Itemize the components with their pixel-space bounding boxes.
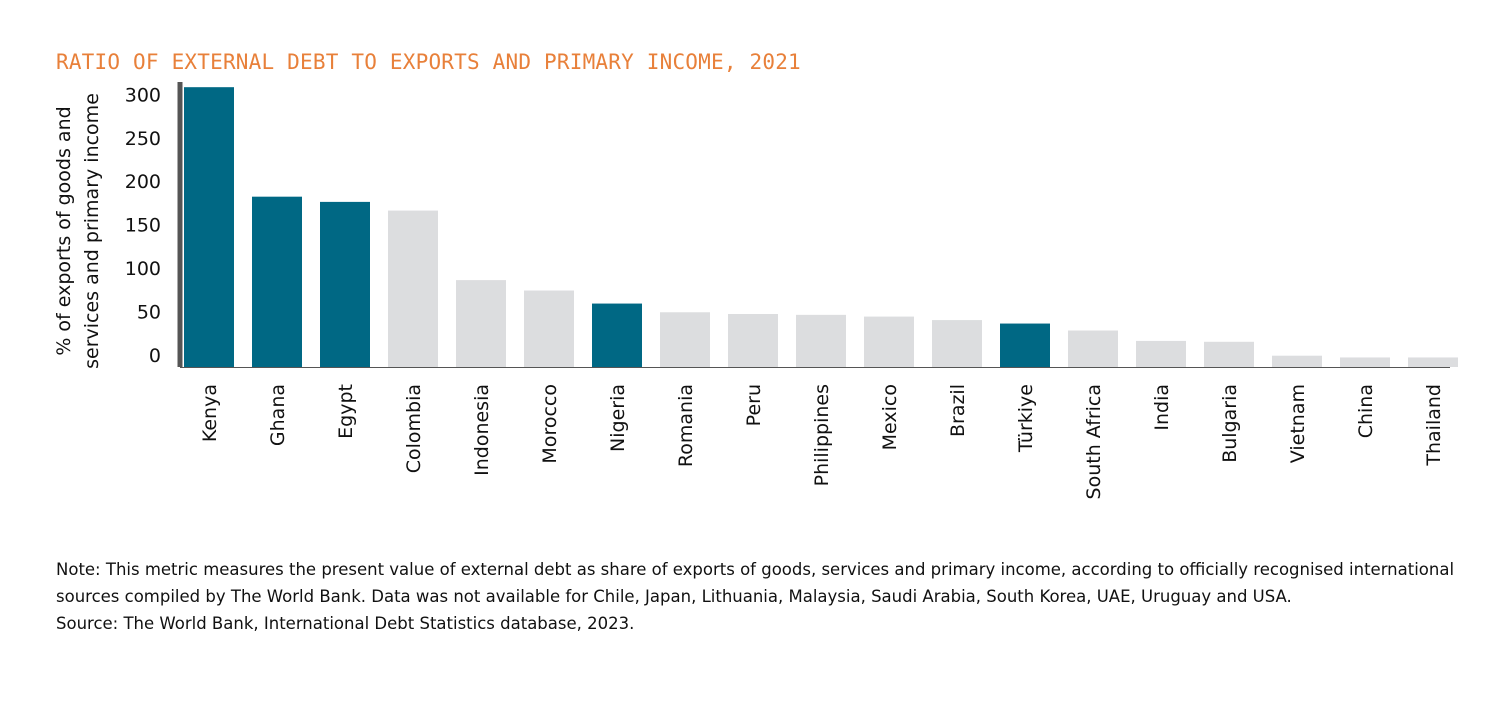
y-tick-label: 150 [125, 215, 161, 237]
bar-chart: % of exports of goods and services and p… [53, 82, 1458, 499]
y-tick-label: 200 [125, 171, 161, 193]
bar-egypt [320, 201, 370, 367]
bar-philippines [796, 314, 846, 367]
category-label: Morocco [539, 384, 561, 464]
y-tick-label: 100 [125, 258, 161, 280]
bar-t-rkiye [1000, 323, 1050, 367]
y-axis-label-line-2: services and primary income [81, 93, 103, 369]
y-tick-label: 0 [149, 345, 161, 367]
category-label: Bulgaria [1219, 384, 1241, 463]
bar-thailand [1408, 357, 1458, 367]
bar-mexico [864, 316, 914, 367]
chart-title: RATIO OF EXTERNAL DEBT TO EXPORTS AND PR… [56, 50, 801, 74]
bar-romania [660, 312, 710, 367]
category-label: Romania [675, 384, 697, 467]
bars [184, 87, 1458, 367]
category-label: Kenya [199, 384, 221, 442]
source-text: Source: The World Bank, International De… [56, 614, 635, 633]
note-text: Note: This metric measures the present v… [56, 560, 1455, 606]
y-axis-label-line-1: % of exports of goods and [53, 106, 75, 355]
category-label: Mexico [879, 384, 901, 450]
category-label: Peru [743, 384, 765, 426]
bar-indonesia [456, 280, 506, 367]
y-axis-label: % of exports of goods and services and p… [53, 93, 103, 369]
x-axis-categories: Kenya Ghana Egypt Colombia Indonesia Morocco N… [199, 384, 1445, 499]
category-label: Ghana [267, 384, 289, 446]
bar-morocco [524, 290, 574, 367]
bar-south-africa [1068, 330, 1118, 367]
y-axis-ticks: 0 50 100 150 200 250 300 [125, 84, 161, 367]
category-label: Egypt [335, 384, 357, 439]
notes: Note: This metric measures the present v… [56, 556, 1456, 637]
bar-nigeria [592, 303, 642, 367]
bar-peru [728, 313, 778, 367]
bar-brazil [932, 320, 982, 367]
category-label: South Africa [1083, 384, 1105, 499]
bar-ghana [252, 196, 302, 367]
category-label: Colombia [403, 384, 425, 473]
category-label: Türkiye [1015, 384, 1037, 453]
bar-kenya [184, 87, 234, 367]
y-tick-label: 250 [125, 128, 161, 150]
category-label: Philippines [811, 384, 833, 486]
bar-bulgaria [1204, 341, 1254, 367]
bar-india [1136, 340, 1186, 367]
category-label: India [1151, 384, 1173, 431]
category-label: Vietnam [1287, 384, 1309, 463]
category-label: China [1355, 384, 1377, 438]
y-tick-label: 50 [137, 302, 161, 324]
bar-colombia [388, 210, 438, 367]
category-label: Indonesia [471, 384, 493, 476]
y-tick-label: 300 [125, 84, 161, 106]
category-label: Nigeria [607, 384, 629, 452]
category-label: Brazil [947, 384, 969, 437]
bar-china [1340, 357, 1390, 367]
category-label: Thailand [1423, 384, 1445, 467]
bar-vietnam [1272, 355, 1322, 367]
